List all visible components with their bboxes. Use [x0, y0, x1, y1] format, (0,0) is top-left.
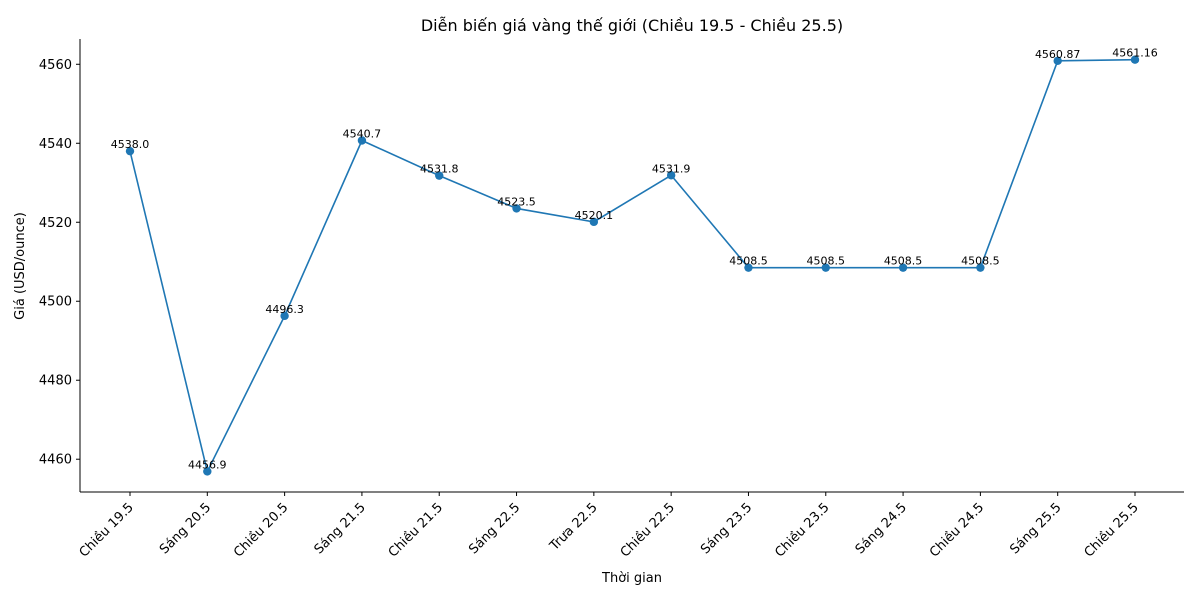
data-point [976, 263, 985, 272]
x-tick-label: Sáng 22.5 [466, 500, 523, 557]
data-label: 4508.5 [729, 255, 768, 268]
data-point [821, 263, 830, 272]
x-tick-label: Sáng 20.5 [157, 500, 214, 557]
chart-title: Diễn biến giá vàng thế giới (Chiều 19.5 … [421, 16, 843, 35]
data-label: 4508.5 [807, 255, 846, 268]
data-label: 4523.5 [497, 195, 536, 208]
series-line [129, 58, 1136, 474]
data-label: 4496.3 [265, 303, 304, 316]
y-tick-label: 4500 [39, 295, 72, 310]
data-point [898, 263, 908, 272]
data-label: 4531.9 [652, 162, 691, 175]
x-tick-label: Chiều 25.5 [1082, 500, 1142, 560]
data-label: 4456.9 [188, 458, 227, 471]
data-point [589, 217, 599, 227]
y-tick-label: 4460 [39, 453, 72, 468]
y-tick-label: 4560 [39, 58, 72, 73]
x-tick-label: Chiều 22.5 [618, 500, 678, 560]
x-tick-label: Trưa 22.5 [546, 500, 600, 554]
x-axis-label: Thời gian [601, 571, 662, 586]
data-label: 4531.8 [420, 163, 459, 176]
data-point [357, 136, 367, 145]
y-tick-label: 4480 [39, 374, 72, 389]
axes [79, 39, 1184, 493]
data-label: 4540.7 [343, 128, 382, 141]
x-tick-label: Chiều 23.5 [772, 500, 832, 560]
y-tick-label: 4520 [39, 216, 72, 231]
x-ticks: Chiều 19.5 Sáng 20.5 Chiều 20.5 Sáng 21.5 Ch… [77, 492, 1142, 561]
data-point [203, 467, 212, 476]
x-tick-label: Sáng 23.5 [698, 500, 755, 557]
data-point [1053, 56, 1062, 66]
y-axis-label: Giá (USD/ounce) [13, 212, 28, 320]
data-point [744, 263, 753, 272]
x-tick-label: Chiều 21.5 [386, 500, 446, 560]
y-tick-label: 4540 [39, 137, 72, 152]
data-label: 4561.16 [1112, 47, 1158, 60]
data-point [1130, 55, 1140, 64]
data-label: 4560.87 [1035, 48, 1081, 61]
data-label: 4508.5 [961, 255, 1000, 268]
x-tick-label: Sáng 24.5 [853, 500, 910, 557]
data-point [435, 171, 444, 180]
data-point [280, 311, 289, 321]
x-tick-label: Sáng 25.5 [1007, 500, 1064, 557]
data-labels: 4538.0 4456.9 4496.3 4540.7 4531.8 4523.5 4520… [111, 47, 1158, 472]
data-label: 4538.0 [111, 138, 150, 151]
data-point [512, 204, 521, 213]
x-tick-label: Chiều 19.5 [77, 500, 137, 560]
data-point [666, 171, 676, 180]
x-tick-label: Chiều 20.5 [231, 500, 291, 560]
data-label: 4508.5 [884, 255, 923, 268]
data-label: 4520.1 [575, 209, 614, 222]
y-ticks: 4460 4480 4500 4520 4540 4560 [39, 58, 80, 468]
x-tick-label: Chiều 24.5 [927, 500, 987, 560]
x-tick-label: Sáng 21.5 [312, 500, 369, 557]
series-line-group [125, 55, 1140, 476]
data-point [125, 146, 135, 156]
